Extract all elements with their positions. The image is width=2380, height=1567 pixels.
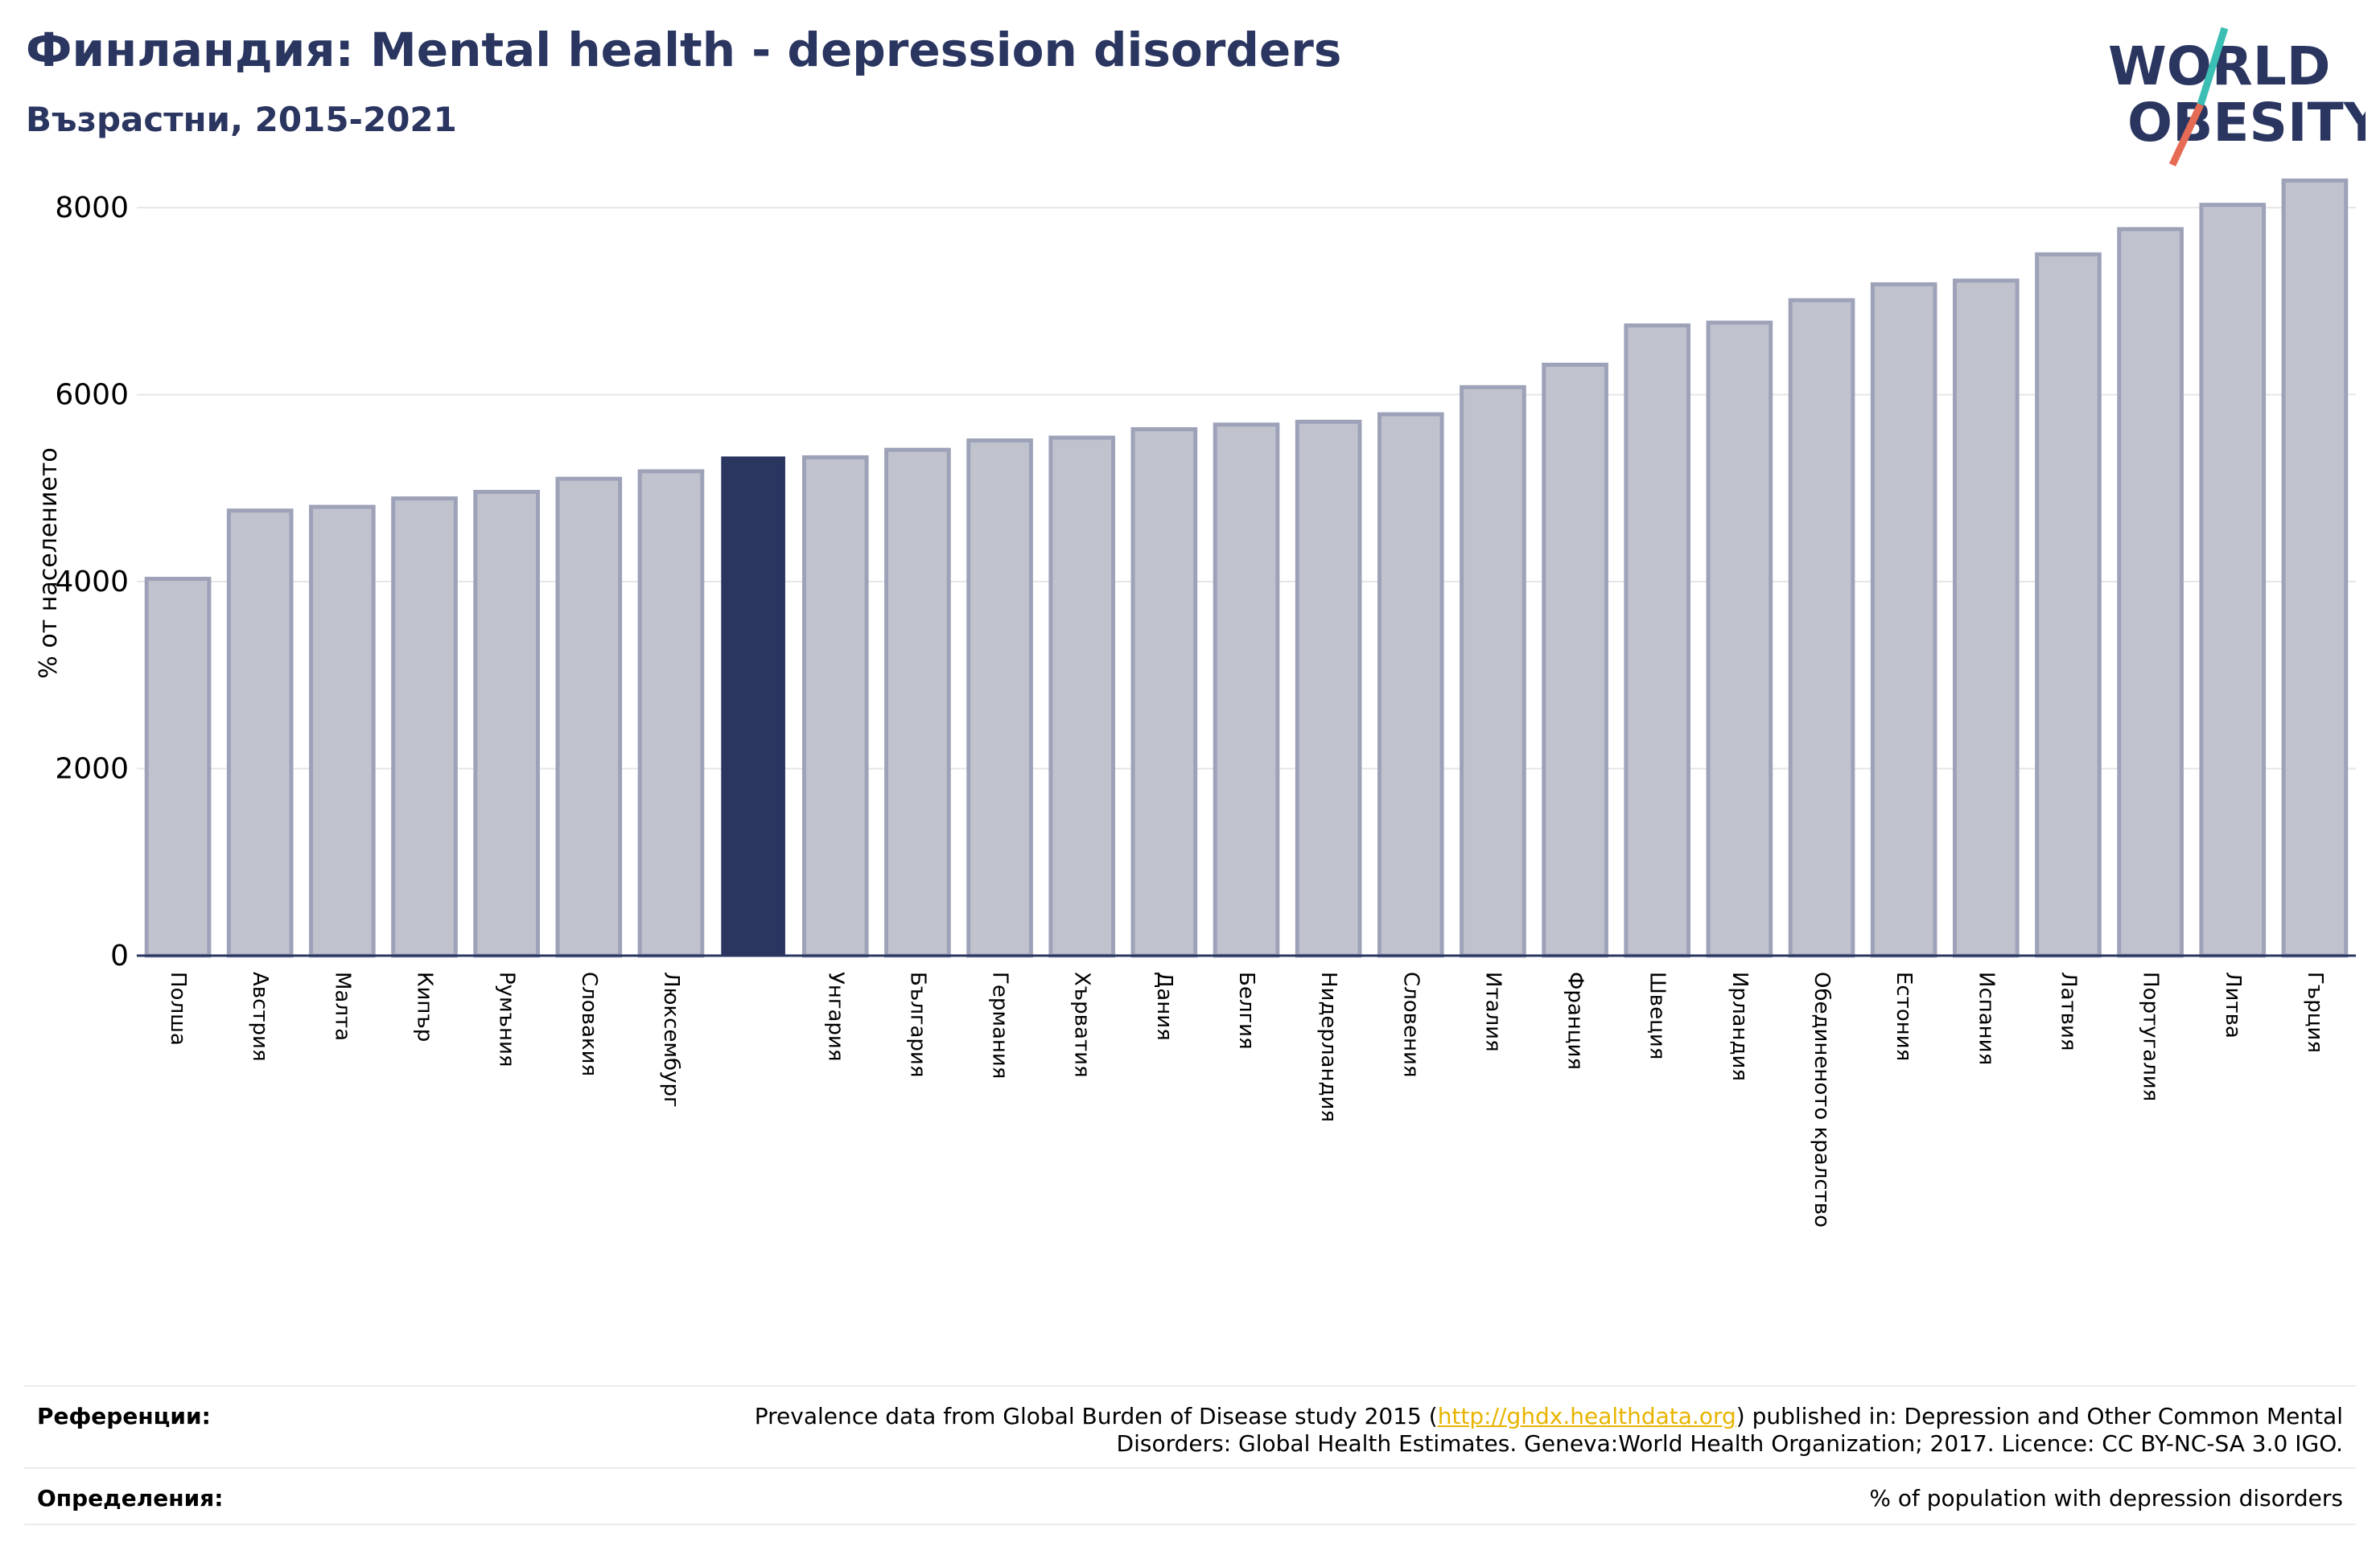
x-tick-label: Германия <box>988 972 1012 1079</box>
chart-subtitle: Възрастни, 2015-2021 <box>26 100 457 139</box>
x-tick-label: Ирландия <box>1727 972 1752 1081</box>
bar <box>2035 252 2102 958</box>
bar <box>884 447 951 958</box>
bar <box>1295 419 1362 958</box>
x-tick-label: Унгария <box>823 972 847 1061</box>
bars <box>144 178 2349 958</box>
bar <box>473 489 540 958</box>
y-tick-label: 4000 <box>55 566 129 598</box>
chart-title: Финландия: Mental health - depression di… <box>26 23 1342 77</box>
references-row: Референции: Prevalence data from Global … <box>24 1385 2356 1467</box>
logo-slash-bottom <box>2168 103 2205 167</box>
x-tick-label: Кипър <box>413 972 437 1042</box>
x-tick-label: Дания <box>1152 972 1176 1041</box>
x-tick-label: Румъния <box>495 972 519 1067</box>
bar <box>1377 412 1444 958</box>
references-text: Prevalence data from Global Burden of Di… <box>755 1387 2356 1458</box>
x-tick-label: Обединеното кралство <box>1810 972 1834 1228</box>
y-tick-label: 6000 <box>55 379 129 412</box>
bar <box>226 508 294 958</box>
x-tick-label: Литва <box>2221 972 2245 1038</box>
bar <box>1788 298 1855 958</box>
bar <box>1870 282 1937 958</box>
bar <box>2117 227 2184 958</box>
world-obesity-logo: WORLD OBESITY <box>2108 27 2366 167</box>
bar <box>144 577 212 958</box>
bar <box>966 438 1033 958</box>
x-tick-label: Хърватия <box>1070 972 1094 1078</box>
bar <box>637 469 705 958</box>
bar <box>1953 278 2020 958</box>
references-link[interactable]: http://ghdx.healthdata.org <box>1437 1403 1736 1429</box>
logo-slash-top <box>2197 27 2229 106</box>
x-tick-label: Словения <box>1398 972 1423 1078</box>
bar <box>309 504 376 958</box>
x-tick-label: Словакия <box>577 972 601 1076</box>
x-tick-label: Австрия <box>248 972 272 1062</box>
bar <box>1130 427 1198 958</box>
bar <box>2199 203 2267 958</box>
x-tick-label: България <box>905 972 929 1077</box>
y-tick-label: 2000 <box>55 753 129 786</box>
tick-labels: 0 2000 4000 6000 8000 Полша Австрия Малта Кипър Р… <box>55 191 2327 1228</box>
bar <box>1624 323 1691 958</box>
x-tick-label: Естония <box>1892 972 1916 1061</box>
chart-footer: Референции: Prevalence data from Global … <box>24 1385 2356 1525</box>
logo-word-obesity: OBESITY <box>2127 92 2366 154</box>
bar <box>391 496 458 958</box>
references-label: Референции: <box>37 1403 211 1429</box>
y-axis-label: % от населението <box>35 447 63 678</box>
bar <box>1460 385 1526 958</box>
x-tick-label: Нидерландия <box>1316 972 1340 1122</box>
definitions-label: Определения: <box>37 1485 224 1511</box>
x-tick-label: Латвия <box>2056 972 2080 1051</box>
bar <box>2281 178 2349 958</box>
x-tick-label: Полша <box>166 972 190 1046</box>
y-tick-label: 8000 <box>55 191 129 224</box>
bar-highlighted <box>721 456 785 956</box>
x-tick-label: Испания <box>1974 972 1998 1065</box>
bar <box>1706 320 1773 958</box>
definitions-text: % of population with depression disorder… <box>1869 1485 2343 1511</box>
bar <box>1213 422 1280 958</box>
x-tick-label: Гърция <box>2303 972 2327 1053</box>
x-tick-label: Франция <box>1563 972 1587 1070</box>
bar <box>1542 362 1608 958</box>
bar <box>555 476 623 958</box>
x-tick-label: Люксембург <box>659 972 683 1108</box>
x-tick-label: Италия <box>1480 972 1505 1052</box>
references-text-end: ) published in: Depression and Other Com… <box>1736 1403 2343 1429</box>
x-tick-label: Малта <box>330 972 354 1041</box>
bar-chart: 0 2000 4000 6000 8000 Полша Австрия Малта Кипър Р… <box>35 178 2356 1228</box>
references-text-line2: Disorders: Global Health Estimates. Gene… <box>1116 1430 2343 1457</box>
bar <box>1048 435 1116 958</box>
x-tick-label: Белгия <box>1234 972 1258 1050</box>
definitions-row: Определения: % of population with depres… <box>24 1467 2356 1525</box>
x-tick-label: Португалия <box>2139 972 2163 1101</box>
y-tick-label: 0 <box>110 940 129 973</box>
references-text-start: Prevalence data from Global Burden of Di… <box>754 1403 1438 1429</box>
x-tick-label: Швеция <box>1645 972 1670 1059</box>
bar <box>801 454 869 958</box>
